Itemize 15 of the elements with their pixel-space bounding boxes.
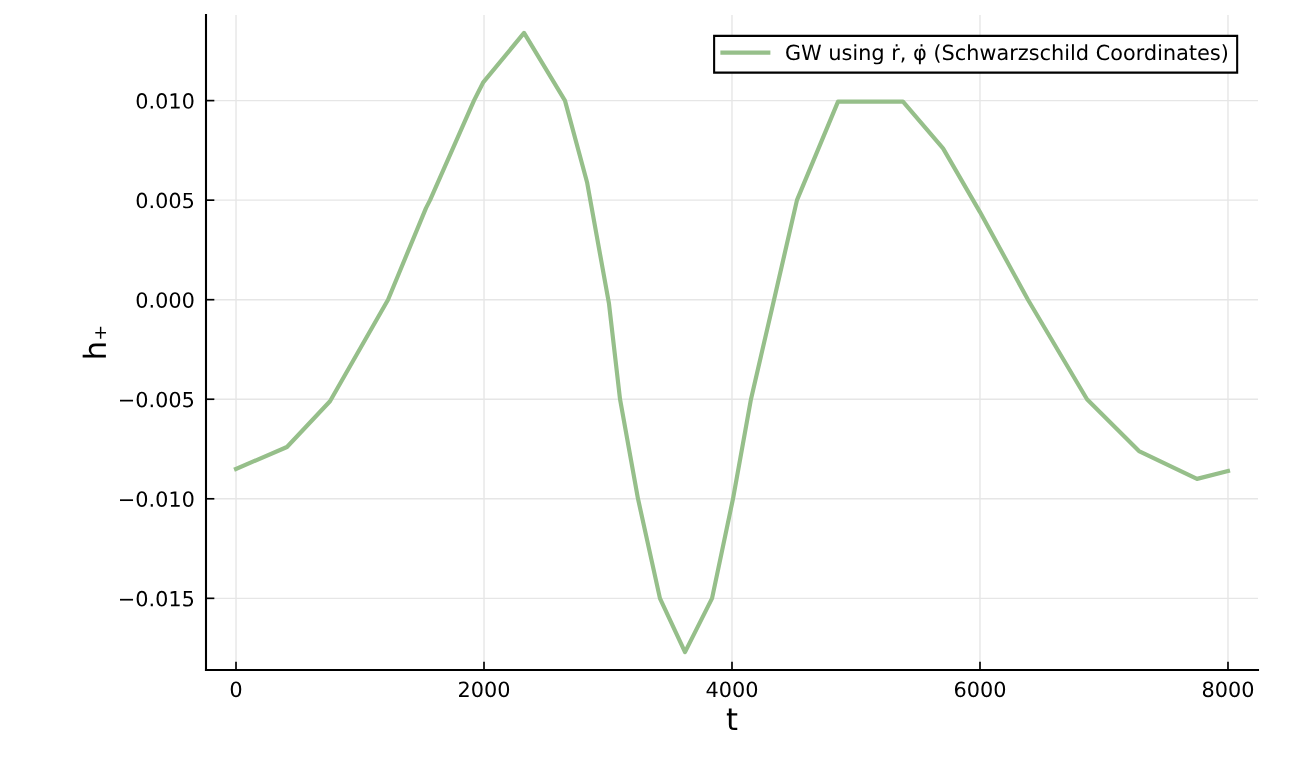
x-axis-title: t xyxy=(726,708,738,731)
line-series xyxy=(233,30,1231,655)
y-tick-label: 0.005 xyxy=(136,192,194,209)
x-tick-label: 4000 xyxy=(706,681,758,698)
y-tick-label: −0.010 xyxy=(120,491,194,507)
x-tick-label: 8000 xyxy=(1202,681,1254,698)
y-axis-title: h₊ xyxy=(82,326,106,358)
x-tick-label: 2000 xyxy=(459,681,510,698)
y-tick-label: 0.000 xyxy=(136,292,194,308)
x-tick-label: 6000 xyxy=(954,681,1006,698)
y-tick-label: −0.005 xyxy=(120,391,194,408)
legend-label: GW using ṙ, φ̇ (Schwarzschild Coordinates) xyxy=(786,44,1228,65)
y-tick-label: 0.010 xyxy=(136,93,194,109)
y-tick-label: −0.015 xyxy=(120,590,194,607)
x-tick-label: 0 xyxy=(230,681,242,698)
